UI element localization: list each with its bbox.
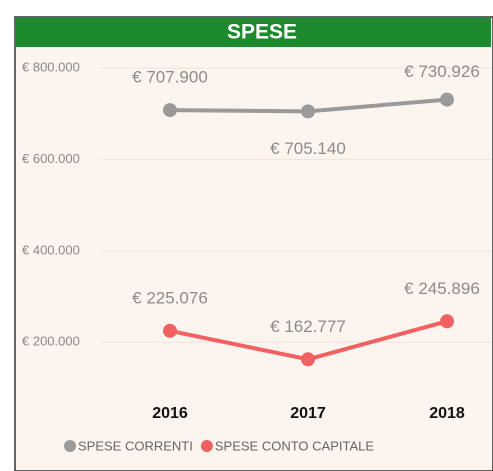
legend-swatch bbox=[64, 440, 76, 452]
chart-title: SPESE bbox=[227, 21, 297, 44]
y-tick-label: € 800.000 bbox=[22, 59, 80, 74]
point bbox=[301, 104, 315, 119]
data-label: € 705.140 bbox=[270, 139, 346, 158]
legend-label: SPESE CONTO CAPITALE bbox=[215, 438, 375, 453]
point bbox=[163, 103, 177, 118]
x-tick-label: 2018 bbox=[429, 405, 465, 422]
x-tick-label: 2016 bbox=[152, 405, 188, 422]
title-bar bbox=[16, 18, 491, 47]
legend-swatch bbox=[200, 440, 213, 452]
x-tick-label: 2017 bbox=[290, 405, 326, 422]
y-tick-label: € 400.000 bbox=[22, 242, 80, 257]
y-tick-label: € 600.000 bbox=[22, 151, 80, 166]
legend-label: SPESE CORRENTI bbox=[78, 438, 193, 453]
point bbox=[163, 323, 177, 338]
point bbox=[440, 314, 454, 329]
point bbox=[301, 352, 315, 367]
data-label: € 162.777 bbox=[270, 317, 346, 336]
data-label: € 730.926 bbox=[404, 62, 480, 81]
data-label: € 245.896 bbox=[404, 279, 480, 298]
y-tick-label: € 200.000 bbox=[22, 334, 80, 349]
point bbox=[440, 92, 454, 107]
chart-frame bbox=[14, 16, 493, 471]
data-label: € 707.900 bbox=[132, 68, 208, 87]
data-label: € 225.076 bbox=[132, 288, 208, 307]
